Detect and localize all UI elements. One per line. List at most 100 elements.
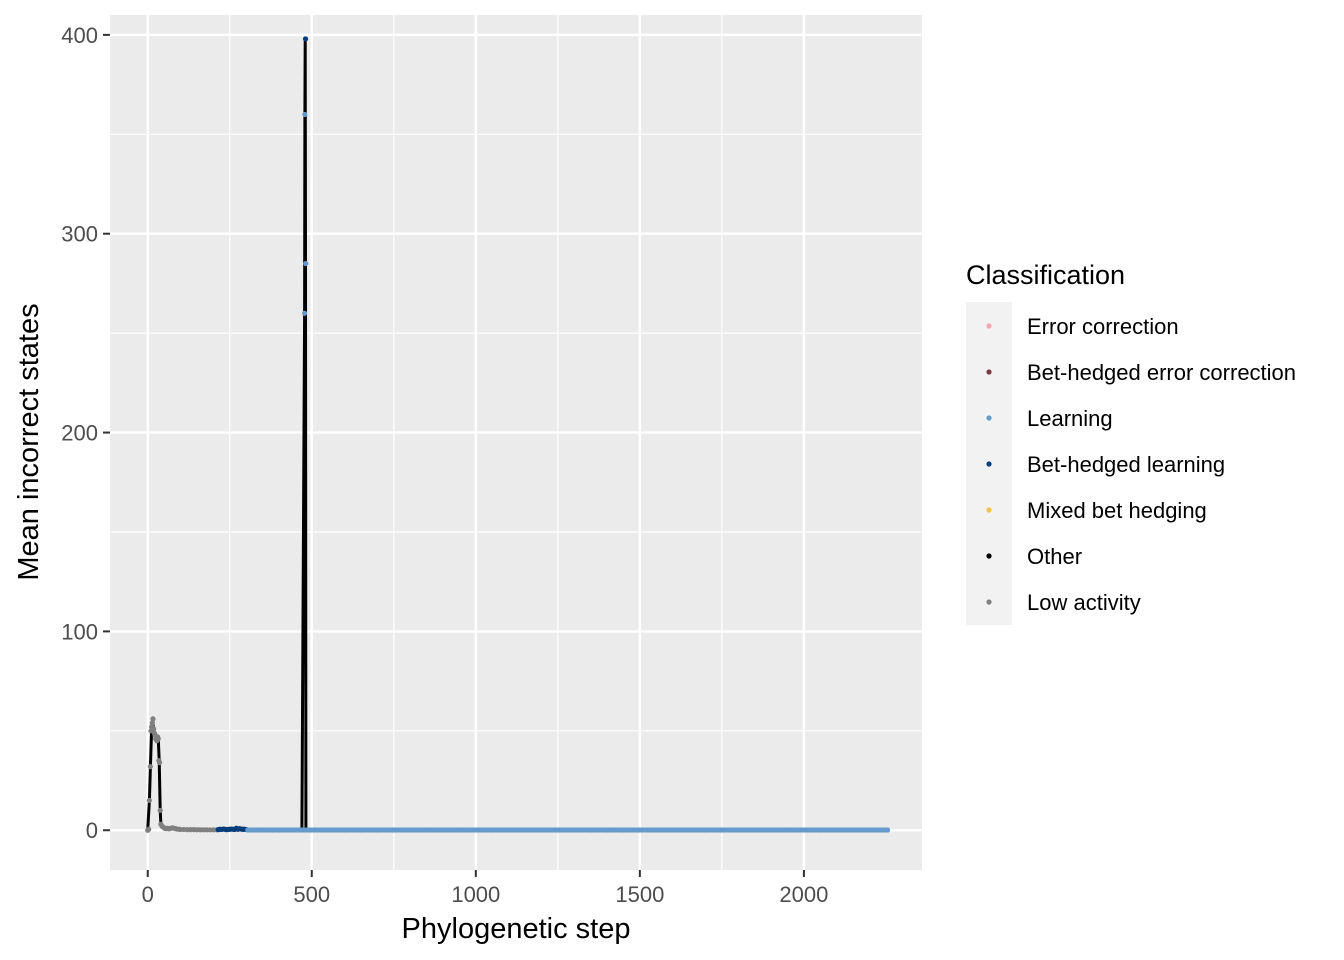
data-point <box>850 827 856 833</box>
legend-label: Learning <box>1027 406 1113 431</box>
legend-label: Other <box>1027 544 1082 569</box>
data-point <box>147 764 153 770</box>
data-point <box>653 827 659 833</box>
y-axis-title: Mean incorrect states <box>13 303 45 580</box>
data-point <box>289 827 295 833</box>
data-point <box>250 827 256 833</box>
y-tick-label: 300 <box>61 222 98 247</box>
legend-key <box>986 369 992 375</box>
y-tick-label: 400 <box>61 23 98 48</box>
data-point <box>325 827 331 833</box>
data-point <box>282 827 289 833</box>
data-point <box>302 36 309 42</box>
data-point <box>522 827 528 833</box>
series-bet-hedged-learning <box>215 36 309 833</box>
tick-labels: 0 500 1000 1500 2000 0 100 200 300 400 <box>61 23 828 907</box>
data-point <box>269 827 275 833</box>
axis-ticks <box>103 33 805 877</box>
y-tick-label: 200 <box>61 421 98 446</box>
legend-label: Bet-hedged error correction <box>1027 360 1296 385</box>
series-learning <box>245 111 891 833</box>
data-point <box>245 827 251 833</box>
legend-entry: Bet-hedged error correction <box>986 360 1296 385</box>
data-point <box>768 827 774 833</box>
data-point <box>358 827 364 833</box>
data-point <box>670 827 676 833</box>
data-point <box>146 826 152 832</box>
x-tick-label: 2000 <box>779 882 828 907</box>
legend-entry: Mixed bet hedging <box>986 498 1207 523</box>
data-point <box>302 111 308 118</box>
data-point <box>817 827 823 833</box>
legend-key <box>986 323 992 329</box>
legend-entry: Error correction <box>986 314 1179 339</box>
data-point <box>155 736 161 742</box>
legend-entry: Bet-hedged learning <box>986 452 1225 477</box>
data-point <box>784 827 791 833</box>
x-tick-label: 500 <box>293 882 330 907</box>
data-point <box>752 827 758 833</box>
data-point <box>473 827 479 833</box>
data-point <box>391 827 397 833</box>
data-point <box>538 827 545 833</box>
points-layer <box>145 36 891 833</box>
legend-label: Mixed bet hedging <box>1027 498 1207 523</box>
data-point <box>309 827 315 833</box>
legend-entry: Learning <box>986 406 1113 431</box>
data-point <box>150 716 156 722</box>
legend-key <box>986 415 992 421</box>
data-point <box>834 827 840 833</box>
data-point <box>151 726 157 732</box>
data-point <box>686 827 692 833</box>
grid-minor <box>110 15 922 870</box>
legend-key <box>986 461 992 467</box>
legend-key <box>986 553 992 559</box>
legend-key <box>986 599 992 605</box>
data-point <box>156 760 163 766</box>
data-point <box>256 827 262 833</box>
x-tick-label: 1000 <box>451 882 500 907</box>
legend-label: Error correction <box>1027 314 1179 339</box>
data-point <box>296 827 302 833</box>
legend-entry: Other <box>986 544 1082 569</box>
data-point <box>423 827 430 833</box>
legend-key <box>986 507 992 513</box>
data-point <box>506 827 512 833</box>
data-point <box>276 827 282 833</box>
data-point <box>456 827 463 833</box>
y-tick-label: 100 <box>61 619 98 644</box>
data-point <box>801 827 807 833</box>
data-point <box>149 720 155 726</box>
data-point <box>604 827 610 833</box>
series-low-activity <box>145 716 220 833</box>
x-tick-label: 0 <box>142 882 154 907</box>
data-point <box>341 827 348 833</box>
legend-label: Bet-hedged learning <box>1027 452 1225 477</box>
data-point <box>735 827 741 833</box>
data-point <box>588 827 594 833</box>
legend-entry: Low activity <box>986 590 1141 615</box>
plot-panel <box>110 15 922 870</box>
data-point <box>407 827 413 833</box>
legend-title: Classification <box>966 260 1125 290</box>
x-axis-title: Phylogenetic step <box>402 913 631 945</box>
y-tick-label: 0 <box>86 818 98 843</box>
data-point <box>440 827 446 833</box>
data-point <box>620 827 627 833</box>
data-point <box>489 827 495 833</box>
data-point <box>637 827 643 833</box>
data-point <box>884 827 891 833</box>
data-point <box>303 260 309 267</box>
data-point <box>157 807 163 813</box>
data-point <box>702 827 709 833</box>
data-point <box>866 827 873 833</box>
data-point <box>146 797 152 804</box>
x-tick-label: 1500 <box>615 882 664 907</box>
data-point <box>374 827 380 833</box>
data-point <box>301 310 308 316</box>
data-point <box>263 827 269 833</box>
data-point <box>555 827 561 833</box>
legend-label: Low activity <box>1027 590 1141 615</box>
legend: Classification Error correction Bet-hedge… <box>966 260 1296 625</box>
